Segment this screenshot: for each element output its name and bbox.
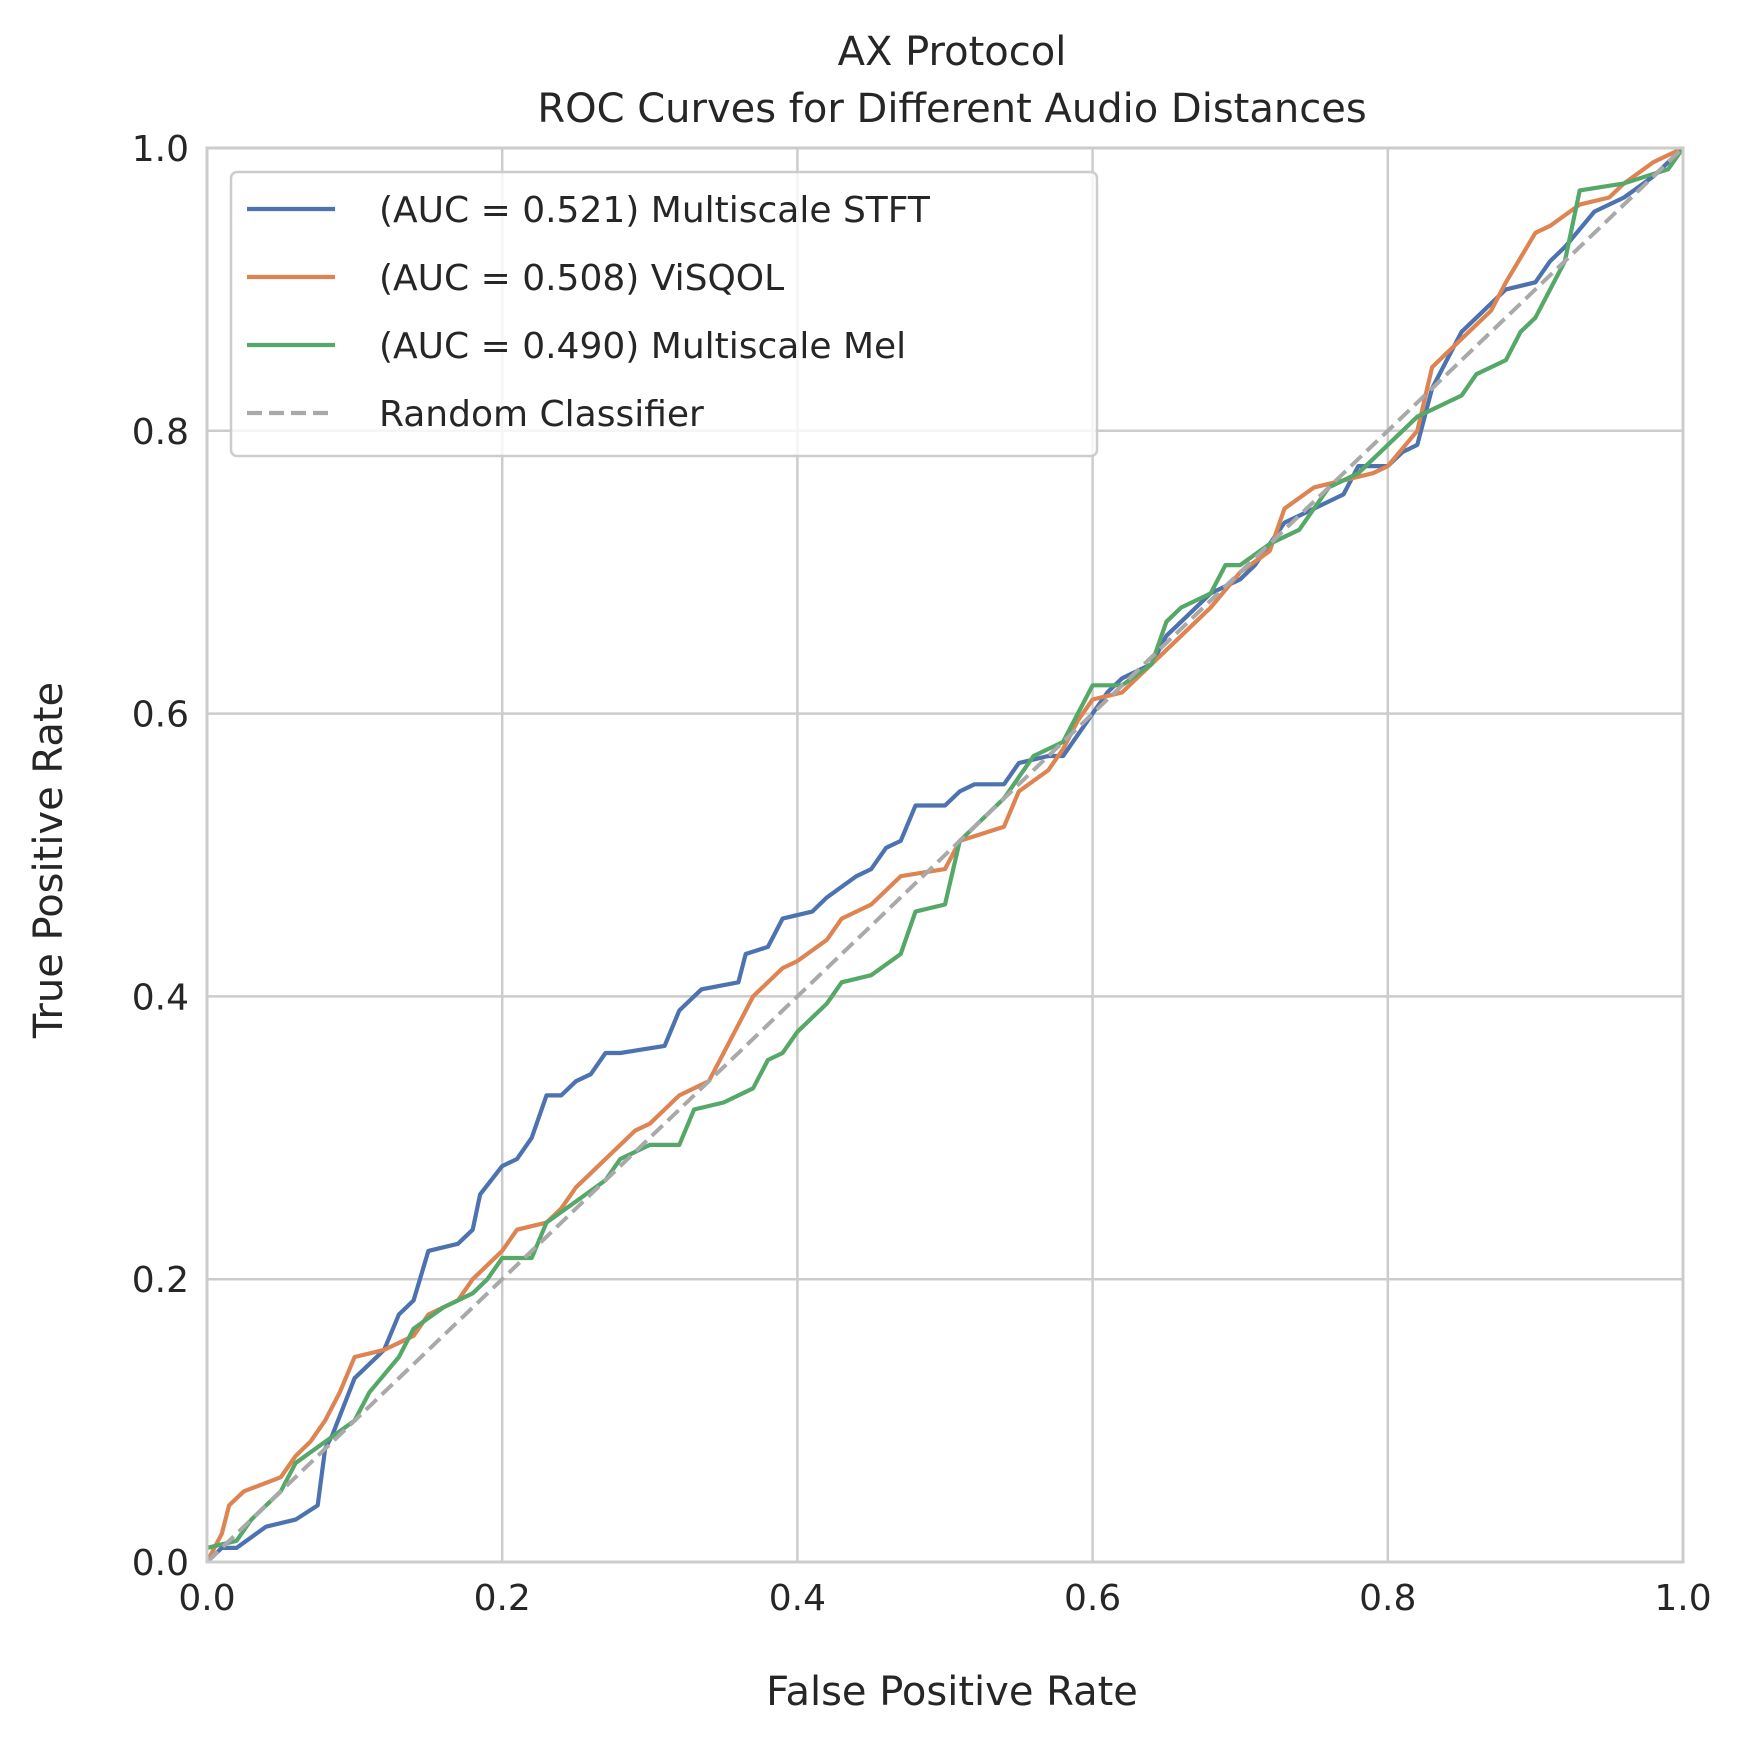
plot-frame xyxy=(205,146,1685,1564)
chart-title: AX Protocol xyxy=(838,29,1067,75)
x-tick-label: 1.0 xyxy=(1654,1578,1711,1619)
y-tick-label: 1.0 xyxy=(132,129,189,170)
x-axis-label: False Positive Rate xyxy=(766,1669,1138,1715)
legend-label: (AUC = 0.490) Multiscale Mel xyxy=(379,326,906,367)
legend-label: Random Classifier xyxy=(379,394,704,435)
chart-subtitle: ROC Curves for Different Audio Distances xyxy=(537,86,1366,132)
legend-label: (AUC = 0.508) ViSQOL xyxy=(379,258,784,299)
x-tick-label: 0.6 xyxy=(1064,1578,1121,1619)
legend: (AUC = 0.521) Multiscale STFT (AUC = 0.50… xyxy=(229,170,1099,458)
x-tick-label: 0.0 xyxy=(178,1578,235,1619)
y-tick-label: 0.0 xyxy=(132,1543,189,1584)
x-tick-label: 0.4 xyxy=(769,1578,826,1619)
y-tick-label: 0.8 xyxy=(132,412,189,453)
plot-area xyxy=(205,146,1685,1564)
y-axis-label: True Positive Rate xyxy=(26,682,72,1039)
y-tick-label: 0.4 xyxy=(132,977,189,1018)
legend-label: (AUC = 0.521) Multiscale STFT xyxy=(379,190,931,231)
x-tick-label: 0.2 xyxy=(474,1578,531,1619)
series-line xyxy=(205,146,1685,1564)
legend-box xyxy=(229,170,1099,458)
x-tick-label: 0.8 xyxy=(1359,1578,1416,1619)
y-tick-label: 0.6 xyxy=(132,695,189,736)
series-line xyxy=(206,146,1685,1550)
y-tick-label: 0.2 xyxy=(132,1260,189,1301)
tick-labels: 0.0 0.2 0.4 0.6 0.8 1.0 0.0 0.2 0.4 0.6 0.8 1.0 xyxy=(132,129,1712,1619)
series-line xyxy=(205,146,1685,1564)
